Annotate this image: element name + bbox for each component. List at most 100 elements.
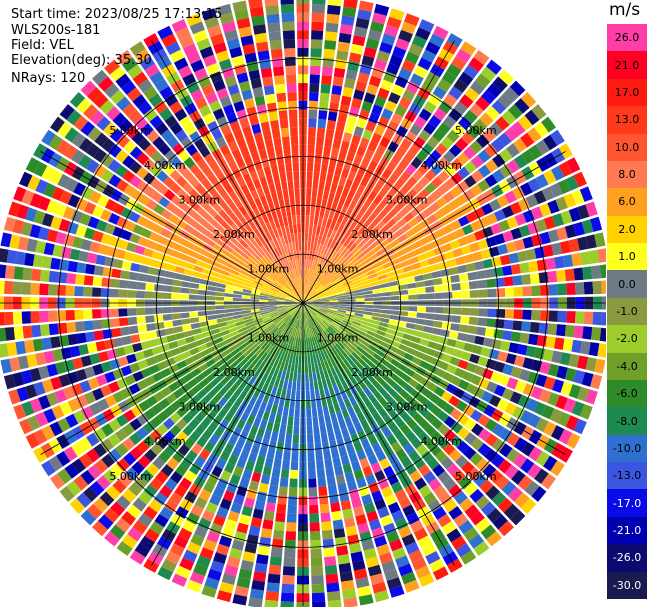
velocity-gate [351,233,360,243]
azimuth-spoke [302,40,455,304]
velocity-gate [335,536,347,548]
velocity-gate [288,336,293,346]
velocity-gate [377,209,388,220]
velocity-gate [329,300,339,303]
velocity-gate [81,406,94,420]
velocity-gate [304,311,307,321]
velocity-gate [160,464,174,477]
velocity-gate [92,287,102,297]
velocity-gate [460,550,477,565]
velocity-gate [295,286,300,295]
velocity-gate [286,306,295,311]
velocity-gate [13,186,27,202]
velocity-gate [269,310,279,315]
velocity-gate [283,234,289,244]
velocity-gate [499,164,513,178]
velocity-gate [201,330,212,338]
velocity-gate [343,347,352,357]
velocity-gate [191,328,202,335]
velocity-gate [112,112,127,127]
velocity-gate [311,304,321,307]
velocity-gate [351,320,361,327]
velocity-gate [289,327,295,337]
velocity-gate [520,132,535,148]
velocity-gate [245,279,255,286]
velocity-gate [357,72,370,84]
velocity-gate [450,219,462,231]
velocity-gate [498,69,514,86]
velocity-gate [384,100,397,112]
velocity-gate [311,296,320,300]
velocity-gate [223,390,233,401]
velocity-gate [278,291,288,297]
velocity-gate [265,591,279,602]
velocity-gate [186,51,201,65]
velocity-gate [280,592,295,602]
velocity-gate [212,415,223,426]
velocity-gate [220,349,231,358]
velocity-gate [59,190,73,205]
velocity-gate [381,291,391,297]
velocity-gate [368,394,378,405]
velocity-gate [355,17,370,29]
velocity-gate [477,149,491,163]
velocity-gate [76,262,87,274]
velocity-gate [132,371,144,382]
velocity-gate [246,181,256,192]
velocity-gate [311,566,324,576]
velocity-gate [248,525,261,537]
velocity-gate [146,323,156,332]
velocity-gate [346,299,356,302]
velocity-gate [344,517,356,528]
velocity-gate [243,422,252,433]
velocity-gate [406,418,418,430]
velocity-gate [235,258,245,266]
velocity-gate [319,424,327,434]
velocity-gate [98,514,114,530]
velocity-gate [4,311,14,326]
velocity-gate [104,531,120,547]
velocity-gate [437,513,452,528]
velocity-gate [453,513,469,528]
velocity-gate [153,100,168,114]
velocity-gate [304,338,307,347]
velocity-gate [39,310,49,323]
velocity-gate [121,511,136,526]
velocity-gate [419,360,430,370]
velocity-gate [276,441,284,452]
velocity-gate [311,575,324,585]
velocity-gate [279,424,287,434]
velocity-gate [330,448,340,459]
velocity-gate [217,408,228,419]
velocity-gate [154,243,165,253]
velocity-gate [329,440,338,450]
velocity-gate [316,262,322,272]
colorbar-label: -26.0 [612,551,642,565]
velocity-gate [353,154,363,165]
velocity-gate [353,315,363,321]
velocity-gate [155,122,169,136]
velocity-gate [144,307,154,315]
velocity-gate [573,267,584,281]
velocity-gate [517,115,533,131]
velocity-gate [289,308,297,316]
velocity-gate [339,326,348,333]
velocity-gate [182,169,194,182]
velocity-gate [137,78,153,93]
velocity-gate [152,456,166,470]
velocity-gate [424,169,437,182]
velocity-gate [353,568,368,580]
velocity-gate [224,75,238,88]
velocity-gate [376,329,386,337]
velocity-gate [166,263,177,272]
velocity-gate [554,337,565,350]
velocity-gate [285,299,295,302]
velocity-gate [543,455,558,472]
velocity-gate [188,176,200,188]
velocity-gate [234,531,247,543]
velocity-gate [256,168,265,179]
velocity-gate [288,189,295,199]
velocity-gate [299,320,302,330]
velocity-gate [364,308,374,312]
velocity-gate [248,375,257,386]
